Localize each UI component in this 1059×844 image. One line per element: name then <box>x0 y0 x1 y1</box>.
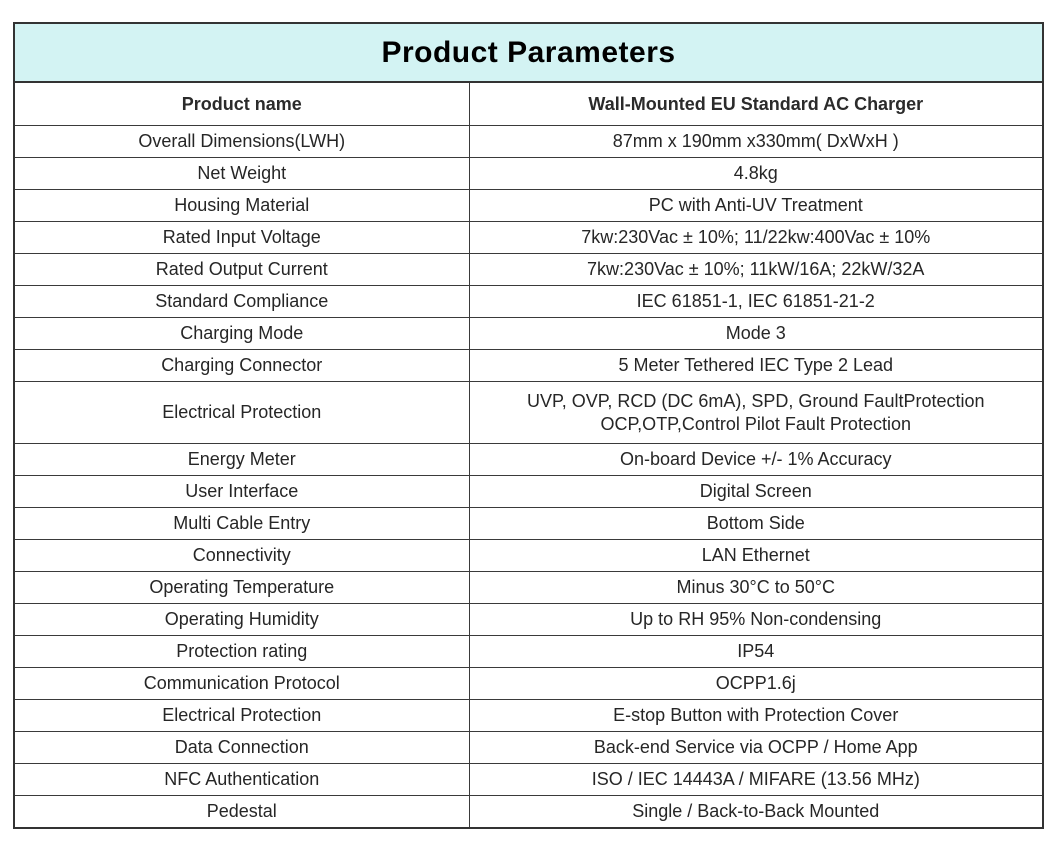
param-value: PC with Anti-UV Treatment <box>468 189 1044 222</box>
param-label: Data Connection <box>13 731 470 764</box>
table-row: Communication Protocol OCPP1.6j <box>13 667 1044 700</box>
table-row: Electrical Protection UVP, OVP, RCD (DC … <box>13 381 1044 444</box>
param-label: Communication Protocol <box>13 667 470 700</box>
param-label: Connectivity <box>13 539 470 572</box>
table-row: Charging Mode Mode 3 <box>13 317 1044 350</box>
param-label: Electrical Protection <box>13 381 470 444</box>
param-label: Rated Input Voltage <box>13 221 470 254</box>
param-value: Minus 30°C to 50°C <box>468 571 1044 604</box>
header-value: Wall-Mounted EU Standard AC Charger <box>468 81 1044 126</box>
table-row: Rated Input Voltage 7kw:230Vac ± 10%; 11/… <box>13 221 1044 254</box>
header-label: Product name <box>13 81 470 126</box>
param-value: Back-end Service via OCPP / Home App <box>468 731 1044 764</box>
table-row: Operating Humidity Up to RH 95% Non-conde… <box>13 603 1044 636</box>
table-row: NFC Authentication ISO / IEC 14443A / MIF… <box>13 763 1044 796</box>
param-label: Rated Output Current <box>13 253 470 286</box>
parameters-table: Product Parameters Product name Wall-Mou… <box>13 22 1044 829</box>
param-value: Single / Back-to-Back Mounted <box>468 795 1044 829</box>
param-label: Overall Dimensions(LWH) <box>13 125 470 158</box>
table-row: Protection rating IP54 <box>13 635 1044 668</box>
param-label: Operating Temperature <box>13 571 470 604</box>
param-value: IEC 61851-1, IEC 61851-21-2 <box>468 285 1044 318</box>
table-row: User Interface Digital Screen <box>13 475 1044 508</box>
table-row: Net Weight 4.8kg <box>13 157 1044 190</box>
param-value: Digital Screen <box>468 475 1044 508</box>
param-value: Bottom Side <box>468 507 1044 540</box>
param-value: IP54 <box>468 635 1044 668</box>
title-row: Product Parameters <box>13 22 1044 83</box>
product-parameters-sheet: Product Parameters Product name Wall-Mou… <box>13 22 1044 829</box>
param-value-line-2: OCP,OTP,Control Pilot Fault Protection <box>600 413 911 434</box>
param-label: Charging Connector <box>13 349 470 382</box>
table-row: Connectivity LAN Ethernet <box>13 539 1044 572</box>
table-row: Standard Compliance IEC 61851-1, IEC 6185… <box>13 285 1044 318</box>
table-row: Electrical Protection E-stop Button with … <box>13 699 1044 732</box>
param-value: 87mm x 190mm x330mm( DxWxH ) <box>468 125 1044 158</box>
table-row: Operating Temperature Minus 30°C to 50°C <box>13 571 1044 604</box>
table-row: Data Connection Back-end Service via OCPP… <box>13 731 1044 764</box>
param-value: Mode 3 <box>468 317 1044 350</box>
param-value: OCPP1.6j <box>468 667 1044 700</box>
param-label: Energy Meter <box>13 443 470 476</box>
table-row: Rated Output Current 7kw:230Vac ± 10%; 11… <box>13 253 1044 286</box>
table-row: Energy Meter On-board Device +/- 1% Accur… <box>13 443 1044 476</box>
table-row: Housing Material PC with Anti-UV Treatmen… <box>13 189 1044 222</box>
table-row: Overall Dimensions(LWH) 87mm x 190mm x330… <box>13 125 1044 158</box>
param-label: Net Weight <box>13 157 470 190</box>
param-value: 5 Meter Tethered IEC Type 2 Lead <box>468 349 1044 382</box>
table-row: Charging Connector 5 Meter Tethered IEC T… <box>13 349 1044 382</box>
param-label: Protection rating <box>13 635 470 668</box>
param-value: Up to RH 95% Non-condensing <box>468 603 1044 636</box>
param-value: 7kw:230Vac ± 10%; 11/22kw:400Vac ± 10% <box>468 221 1044 254</box>
param-value-multiline: UVP, OVP, RCD (DC 6mA), SPD, Ground Faul… <box>468 381 1044 444</box>
param-value: LAN Ethernet <box>468 539 1044 572</box>
param-label: Operating Humidity <box>13 603 470 636</box>
param-label: Housing Material <box>13 189 470 222</box>
param-label: Charging Mode <box>13 317 470 350</box>
param-value: 7kw:230Vac ± 10%; 11kW/16A; 22kW/32A <box>468 253 1044 286</box>
param-label: Standard Compliance <box>13 285 470 318</box>
table-row: Pedestal Single / Back-to-Back Mounted <box>13 795 1044 829</box>
param-value: 4.8kg <box>468 157 1044 190</box>
param-label: NFC Authentication <box>13 763 470 796</box>
param-label: Electrical Protection <box>13 699 470 732</box>
param-label: Multi Cable Entry <box>13 507 470 540</box>
header-row: Product name Wall-Mounted EU Standard AC… <box>13 81 1044 126</box>
table-row: Multi Cable Entry Bottom Side <box>13 507 1044 540</box>
param-value: E-stop Button with Protection Cover <box>468 699 1044 732</box>
param-label: User Interface <box>13 475 470 508</box>
table-title: Product Parameters <box>13 22 1044 83</box>
param-value: On-board Device +/- 1% Accuracy <box>468 443 1044 476</box>
param-value: ISO / IEC 14443A / MIFARE (13.56 MHz) <box>468 763 1044 796</box>
param-label: Pedestal <box>13 795 470 829</box>
param-value-line-1: UVP, OVP, RCD (DC 6mA), SPD, Ground Faul… <box>527 390 985 411</box>
